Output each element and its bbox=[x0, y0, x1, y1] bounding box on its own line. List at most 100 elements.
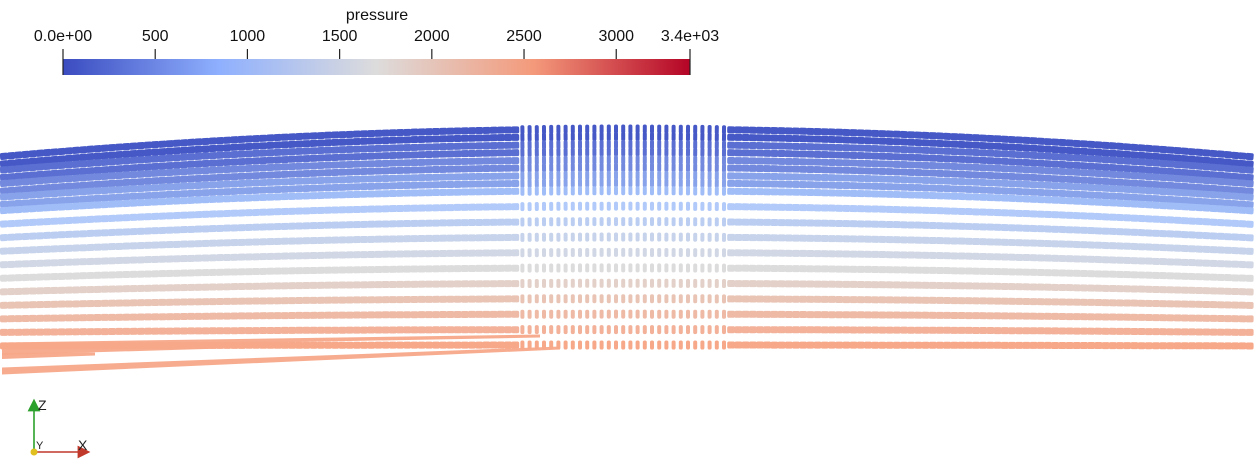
particle bbox=[964, 178, 973, 186]
particle bbox=[1108, 313, 1117, 321]
particle bbox=[943, 252, 952, 260]
particle bbox=[748, 172, 757, 180]
particle bbox=[1180, 230, 1189, 239]
particle bbox=[388, 235, 397, 243]
colorbar-max-label: 3.4e+03 bbox=[661, 28, 719, 45]
particle bbox=[577, 147, 583, 157]
particle bbox=[849, 151, 858, 159]
particle bbox=[1137, 271, 1146, 279]
particle bbox=[784, 310, 793, 319]
particle bbox=[1079, 255, 1089, 263]
particle bbox=[1238, 274, 1247, 282]
particle bbox=[599, 294, 604, 304]
particle bbox=[642, 139, 647, 150]
particle bbox=[813, 250, 822, 258]
particle bbox=[417, 151, 426, 159]
particle bbox=[35, 287, 45, 295]
particle bbox=[482, 134, 491, 142]
particle bbox=[671, 186, 676, 196]
particle bbox=[563, 278, 568, 288]
particle bbox=[453, 280, 462, 288]
particle bbox=[417, 311, 426, 319]
particle bbox=[489, 203, 498, 211]
particle bbox=[28, 171, 37, 179]
particle bbox=[295, 185, 304, 193]
particle bbox=[856, 311, 865, 319]
particle bbox=[1108, 327, 1117, 335]
particle bbox=[777, 295, 786, 303]
particle bbox=[520, 263, 525, 273]
particle bbox=[151, 148, 160, 156]
particle bbox=[172, 255, 181, 263]
particle bbox=[453, 310, 462, 319]
particle bbox=[755, 249, 765, 257]
particle bbox=[482, 180, 491, 188]
particle bbox=[621, 170, 626, 180]
particle bbox=[273, 178, 282, 186]
particle bbox=[345, 160, 354, 169]
particle bbox=[871, 220, 880, 228]
particle bbox=[721, 232, 727, 242]
particle bbox=[374, 311, 383, 319]
particle bbox=[570, 178, 575, 188]
particle bbox=[266, 163, 275, 172]
particle bbox=[331, 146, 340, 154]
particle bbox=[671, 217, 676, 227]
particle bbox=[1079, 313, 1089, 321]
particle bbox=[79, 272, 88, 280]
particle bbox=[777, 180, 786, 188]
particle bbox=[1144, 201, 1153, 209]
particle bbox=[678, 278, 683, 288]
particle bbox=[827, 181, 837, 189]
particle bbox=[606, 139, 611, 149]
particle bbox=[309, 192, 318, 200]
particle bbox=[1245, 274, 1254, 282]
particle bbox=[943, 326, 952, 334]
particle bbox=[439, 341, 448, 349]
particle bbox=[201, 269, 210, 277]
particle bbox=[685, 263, 691, 273]
particle bbox=[122, 171, 131, 179]
particle bbox=[671, 294, 676, 304]
particle bbox=[345, 311, 354, 319]
particle bbox=[613, 178, 619, 188]
particle bbox=[309, 222, 318, 230]
particle bbox=[871, 205, 880, 213]
particle bbox=[302, 281, 311, 290]
particle bbox=[835, 250, 844, 258]
particle-layer bbox=[0, 247, 1254, 269]
particle bbox=[172, 298, 181, 306]
particle bbox=[93, 328, 102, 336]
particle bbox=[613, 131, 619, 142]
particle bbox=[914, 169, 923, 177]
particle bbox=[1195, 183, 1204, 192]
particle bbox=[287, 282, 297, 290]
particle bbox=[237, 165, 246, 173]
particle bbox=[685, 147, 691, 157]
particle bbox=[316, 251, 325, 259]
particle bbox=[367, 175, 376, 183]
particle bbox=[1209, 198, 1218, 206]
particle bbox=[57, 175, 66, 183]
particle bbox=[748, 326, 757, 334]
particle bbox=[35, 198, 45, 206]
particle bbox=[143, 227, 153, 235]
particle bbox=[28, 191, 37, 199]
particle bbox=[700, 340, 705, 350]
particle bbox=[1058, 298, 1067, 306]
particle bbox=[496, 218, 505, 226]
particle bbox=[577, 294, 583, 304]
particle bbox=[986, 253, 995, 261]
particle bbox=[820, 166, 829, 174]
particle bbox=[556, 294, 561, 304]
particle bbox=[964, 267, 973, 275]
particle bbox=[1108, 227, 1117, 235]
particle bbox=[734, 249, 743, 257]
particle bbox=[439, 280, 448, 288]
particle bbox=[79, 188, 88, 196]
particle bbox=[842, 159, 851, 167]
particle bbox=[64, 314, 73, 322]
particle bbox=[316, 266, 325, 274]
particle bbox=[563, 232, 568, 242]
